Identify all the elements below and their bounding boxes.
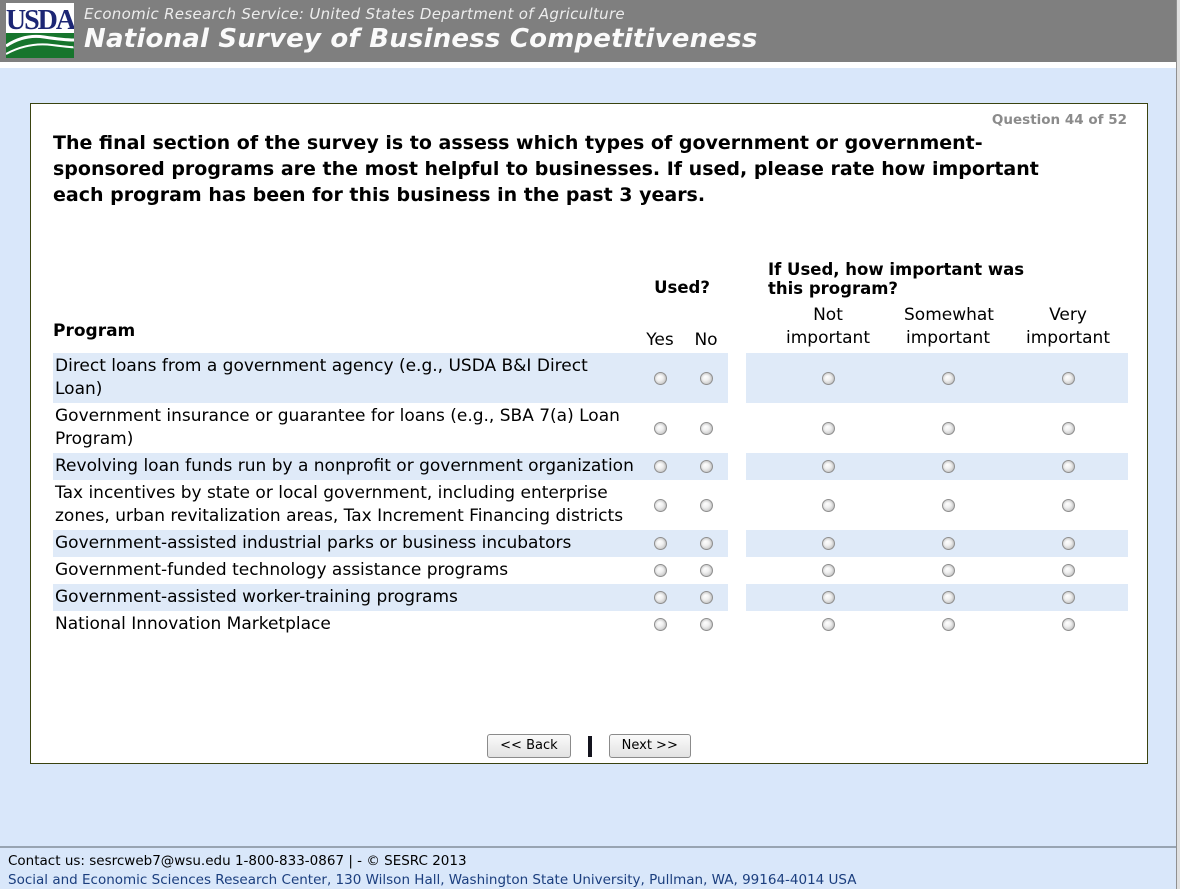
importance-very-radio[interactable] xyxy=(1061,564,1075,577)
used-yes-radio[interactable] xyxy=(653,537,667,550)
next-button[interactable]: Next >> xyxy=(608,734,691,758)
importance-very-radio[interactable] xyxy=(1061,421,1075,435)
importance-cell xyxy=(746,557,1128,584)
importance-somewhat-radio[interactable] xyxy=(941,618,955,631)
importance-cell xyxy=(746,480,1128,530)
importance-somewhat-radio[interactable] xyxy=(941,564,955,577)
site-title: National Survey of Business Competitiven… xyxy=(84,24,758,54)
table-header-row-2: Program Yes No Not important Somewhat im… xyxy=(53,298,1128,353)
table-row: Tax incentives by state or local governm… xyxy=(53,480,1128,530)
used-no-radio[interactable] xyxy=(699,618,713,631)
program-label: Government insurance or guarantee for lo… xyxy=(55,406,620,449)
importance-somewhat-radio[interactable] xyxy=(941,421,955,435)
program-label: Government-assisted industrial parks or … xyxy=(53,530,636,557)
program-label: National Innovation Marketplace xyxy=(55,614,331,634)
program-label: Government-assisted worker-training prog… xyxy=(53,584,636,611)
table-row: Government-assisted industrial parks or … xyxy=(53,530,1128,557)
very-important-header: Very important xyxy=(1026,305,1110,348)
used-column-header: Used? xyxy=(654,278,710,297)
importance-not-radio[interactable] xyxy=(821,564,835,577)
importance-column-header: If Used, how important was this program? xyxy=(768,260,1025,298)
page-footer: Contact us: sesrcweb7@wsu.edu 1-800-833-… xyxy=(0,846,1180,889)
program-label: Direct loans from a government agency (e… xyxy=(53,353,636,403)
usda-logo: USDA xyxy=(6,3,74,58)
used-no-radio[interactable] xyxy=(699,564,713,577)
importance-option-headers: Not important Somewhat important Very im… xyxy=(746,304,1128,353)
table-header-row-1: Used? If Used, how important was this pr… xyxy=(53,254,1128,298)
somewhat-important-header: Somewhat important xyxy=(904,305,994,348)
table-row: Direct loans from a government agency (e… xyxy=(53,353,1128,403)
question-text: The final section of the survey is to as… xyxy=(53,132,1039,206)
top-banner: USDA Economic Research Service: United S… xyxy=(0,0,1180,68)
used-yes-radio[interactable] xyxy=(653,498,667,512)
importance-cell xyxy=(746,453,1128,480)
footer-address-line: Social and Economic Sciences Research Ce… xyxy=(8,872,857,888)
importance-not-radio[interactable] xyxy=(821,537,835,550)
importance-very-radio[interactable] xyxy=(1061,498,1075,512)
navigation-buttons: << Back Next >> xyxy=(31,734,1147,758)
importance-very-radio[interactable] xyxy=(1061,618,1075,631)
used-no-radio[interactable] xyxy=(699,460,713,473)
used-yes-radio[interactable] xyxy=(653,371,667,385)
importance-not-radio[interactable] xyxy=(821,591,835,604)
used-no-radio[interactable] xyxy=(699,537,713,550)
table-row: Government insurance or guarantee for lo… xyxy=(53,403,1128,453)
importance-cell xyxy=(746,530,1128,557)
importance-somewhat-radio[interactable] xyxy=(941,591,955,604)
program-column-header: Program xyxy=(53,321,136,341)
question-counter: Question 44 of 52 xyxy=(991,112,1127,128)
importance-not-radio[interactable] xyxy=(821,421,835,435)
used-yes-radio[interactable] xyxy=(653,564,667,577)
importance-cell xyxy=(746,584,1128,611)
agency-subtitle: Economic Research Service: United States… xyxy=(84,5,625,23)
importance-not-radio[interactable] xyxy=(821,460,835,473)
yes-column-header: Yes xyxy=(646,330,674,350)
used-yes-radio[interactable] xyxy=(653,460,667,473)
program-label: Revolving loan funds run by a nonprofit … xyxy=(53,453,636,480)
importance-somewhat-radio[interactable] xyxy=(941,498,955,512)
table-row: Government-assisted worker-training prog… xyxy=(53,584,1128,611)
importance-cell xyxy=(746,403,1128,453)
importance-cell xyxy=(746,353,1128,403)
used-yes-radio[interactable] xyxy=(653,618,667,631)
survey-panel: Question 44 of 52 The final section of t… xyxy=(30,103,1148,764)
table-row: National Innovation Marketplace xyxy=(53,611,1128,638)
no-column-header: No xyxy=(694,330,718,350)
importance-not-radio[interactable] xyxy=(821,618,835,631)
program-label: Tax incentives by state or local governm… xyxy=(55,483,624,526)
importance-very-radio[interactable] xyxy=(1061,537,1075,550)
used-no-radio[interactable] xyxy=(699,591,713,604)
footer-contact-line: Contact us: sesrcweb7@wsu.edu 1-800-833-… xyxy=(8,853,467,869)
button-separator xyxy=(587,735,592,757)
importance-somewhat-radio[interactable] xyxy=(941,537,955,550)
importance-cell xyxy=(746,611,1128,638)
table-row: Government-funded technology assistance … xyxy=(53,557,1128,584)
program-label: Government-funded technology assistance … xyxy=(55,560,509,580)
importance-very-radio[interactable] xyxy=(1061,591,1075,604)
used-no-radio[interactable] xyxy=(699,371,713,385)
used-yes-radio[interactable] xyxy=(653,421,667,435)
used-yes-radio[interactable] xyxy=(653,591,667,604)
not-important-header: Not important xyxy=(786,305,870,348)
table-row: Revolving loan funds run by a nonprofit … xyxy=(53,453,1128,480)
importance-not-radio[interactable] xyxy=(821,498,835,512)
used-no-radio[interactable] xyxy=(699,498,713,512)
used-no-radio[interactable] xyxy=(699,421,713,435)
table-body: Direct loans from a government agency (e… xyxy=(53,353,1128,638)
importance-not-radio[interactable] xyxy=(821,371,835,385)
importance-somewhat-radio[interactable] xyxy=(941,460,955,473)
usda-logo-text: USDA xyxy=(6,5,74,36)
window-edge xyxy=(1176,0,1180,889)
importance-very-radio[interactable] xyxy=(1061,371,1075,385)
back-button[interactable]: << Back xyxy=(487,734,571,758)
importance-somewhat-radio[interactable] xyxy=(941,371,955,385)
importance-very-radio[interactable] xyxy=(1061,460,1075,473)
program-table: Used? If Used, how important was this pr… xyxy=(53,254,1128,638)
